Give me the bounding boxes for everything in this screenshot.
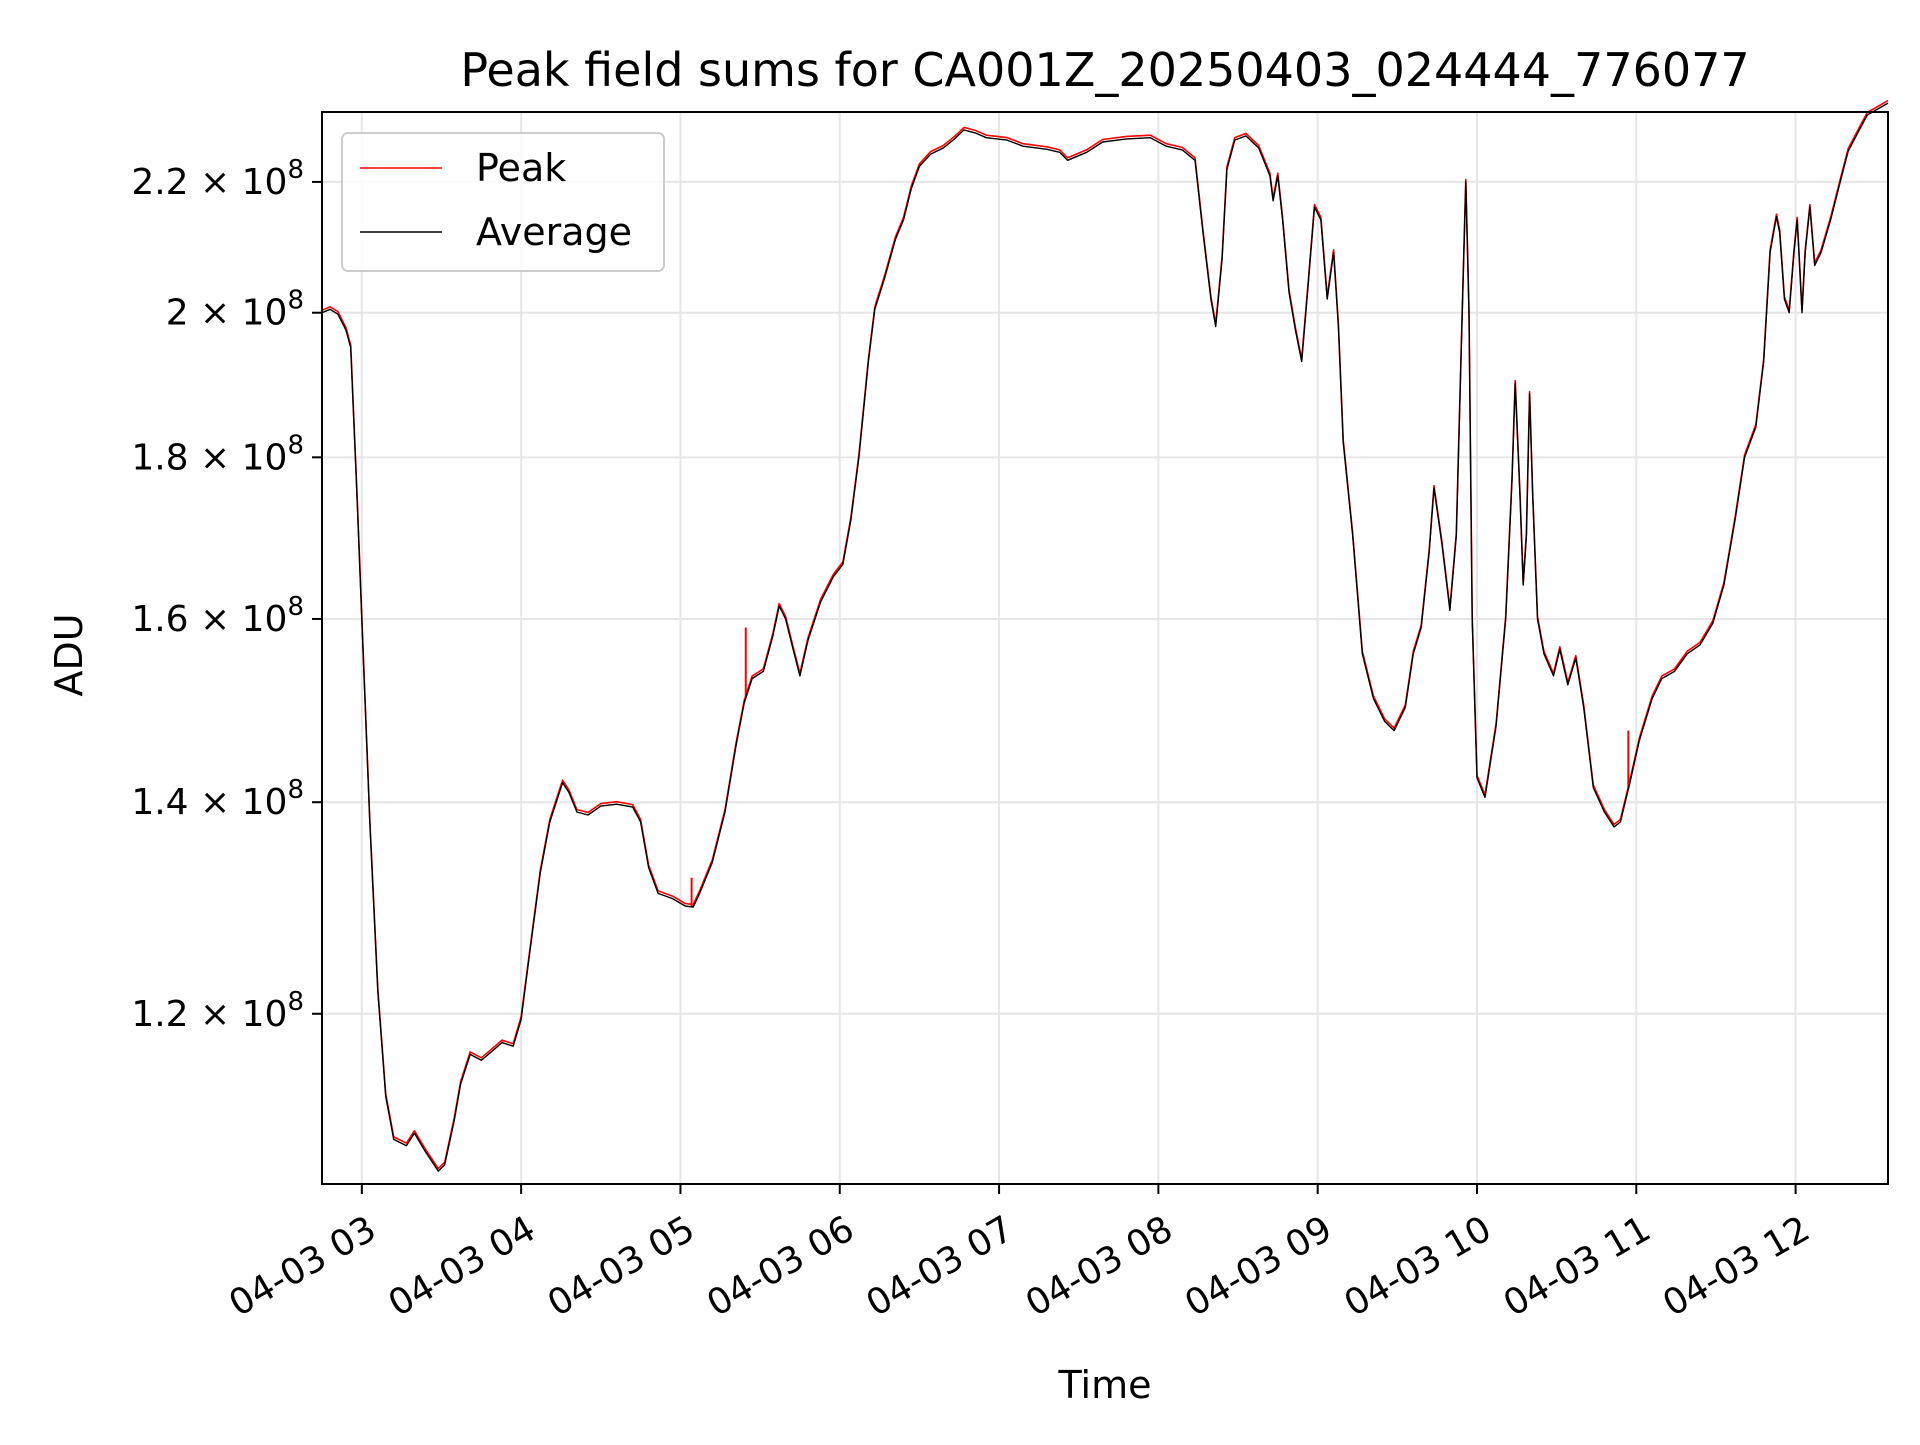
y-tick-label: 1.2 × 108 <box>131 987 304 1035</box>
y-tick-label: 1.6 × 108 <box>131 592 304 640</box>
legend-label-peak: Peak <box>476 146 566 190</box>
y-tick-label: 1.8 × 108 <box>131 430 304 478</box>
legend-label-average: Average <box>476 210 632 254</box>
legend: Peak Average <box>341 132 665 272</box>
y-axis-ticks: 1.2 × 108 1.4 × 108 1.6 × 108 1.8 × 108 2 × … <box>131 155 322 1035</box>
plot-frame <box>321 111 1889 1185</box>
grid <box>322 112 1888 1184</box>
series-line-average <box>321 102 1889 1172</box>
x-axis-label: Time <box>1058 1363 1152 1407</box>
y-tick-label: 2.2 × 108 <box>131 155 304 203</box>
y-tick-label: 2 × 108 <box>166 286 304 334</box>
chart-title: Peak field sums for CA001Z_20250403_0244… <box>460 43 1749 97</box>
series-layer <box>321 99 1889 1172</box>
y-tick-label: 1.4 × 108 <box>131 775 304 823</box>
y-axis-label: ADU <box>47 613 91 696</box>
